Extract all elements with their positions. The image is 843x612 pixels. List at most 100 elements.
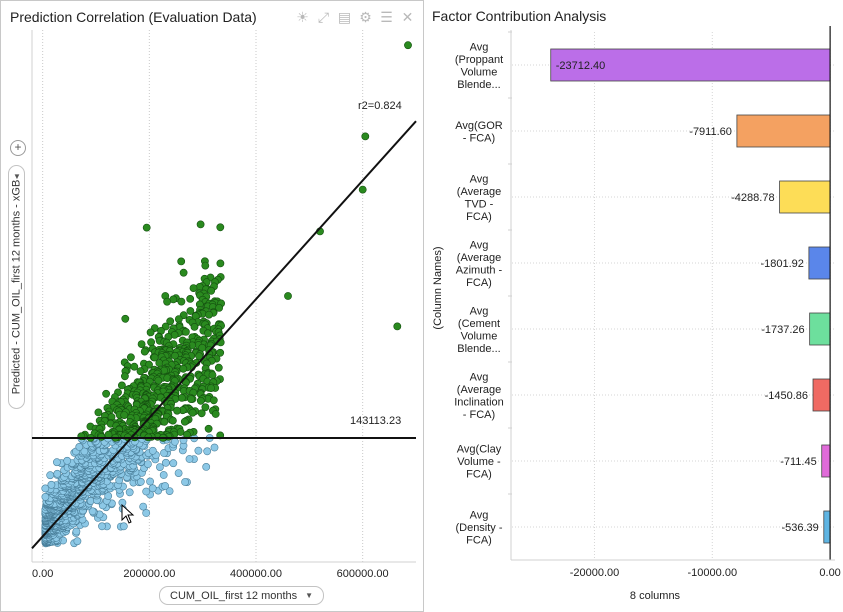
scatter-point xyxy=(189,284,198,292)
scatter-point xyxy=(118,381,126,390)
add-axis-button[interactable]: + xyxy=(10,140,26,156)
scatter-point xyxy=(174,469,183,477)
expand-icon[interactable]: ⤢ xyxy=(317,9,330,25)
category-label: Avg (Proppant Volume Blende... xyxy=(455,41,503,91)
scatter-point xyxy=(190,322,199,331)
panel-title: Prediction Correlation (Evaluation Data) xyxy=(10,9,257,25)
export-icon[interactable]: ▤ xyxy=(337,9,352,25)
scatter-point xyxy=(140,347,149,356)
bar-chart[interactable]: (Column Names) Avg (Proppant Volume Blende.… xyxy=(424,0,843,612)
regression-line xyxy=(31,120,417,549)
category-label: Avg (Density -FCA) xyxy=(455,510,502,547)
category-label: Avg(GOR - FCA) xyxy=(455,120,503,145)
scatter-point xyxy=(120,411,129,419)
scatter-point xyxy=(181,327,190,336)
threshold-label: 143113.23 xyxy=(350,415,401,427)
x-tick-label: -20000.00 xyxy=(570,567,620,579)
mouse-cursor-icon xyxy=(121,504,135,524)
scatter-point xyxy=(179,268,188,277)
y-axis-selector-label: Predicted - CUM_OIL_first 12 months - xG… xyxy=(10,179,23,395)
scatter-point xyxy=(119,522,128,531)
category-label: Avg (Average TVD -FCA) xyxy=(457,173,501,223)
x-tick-labels: -20000.00 -10000.00 0.00 xyxy=(570,567,841,579)
scatter-point xyxy=(216,348,225,357)
scatter-point xyxy=(284,292,292,300)
scatter-point xyxy=(148,484,157,493)
scatter-point xyxy=(53,458,61,467)
scatter-point xyxy=(201,403,210,412)
scatter-point xyxy=(121,314,130,323)
scatter-point xyxy=(170,437,179,446)
bar-value-label: -536.39 xyxy=(781,522,818,534)
scatter-point xyxy=(125,488,134,497)
x-tick-labels: 0.00 200000.00 400000.00 600000.00 xyxy=(32,568,389,580)
scatter-point xyxy=(216,223,225,232)
r2-label: r2=0.824 xyxy=(358,100,402,112)
gear-icon[interactable]: ⚙ xyxy=(359,9,372,25)
scatter-point xyxy=(73,537,82,546)
scatter-point xyxy=(358,185,367,194)
x-tick-label: 600000.00 xyxy=(337,568,389,580)
bar-value-label: -1801.92 xyxy=(760,258,803,270)
scatter-point xyxy=(94,408,103,417)
scatter-point xyxy=(186,307,195,315)
scatter-point xyxy=(168,416,177,425)
bar-value-label: -23712.40 xyxy=(556,60,606,72)
category-label: Avg (Cement Volume Blende... xyxy=(457,305,500,355)
scatter-point xyxy=(209,396,218,405)
panel-title: Factor Contribution Analysis xyxy=(432,8,607,24)
scatter-point xyxy=(186,294,195,303)
panel-toolbar: ☀ ⤢ ▤ ⚙ ☰ ✕ xyxy=(295,10,415,25)
scatter-point xyxy=(148,446,157,455)
scatter-point xyxy=(185,455,194,463)
scatter-point xyxy=(207,286,216,295)
x-tick-label: 200000.00 xyxy=(123,568,175,580)
list-icon[interactable]: ☰ xyxy=(380,9,393,25)
bar xyxy=(736,114,831,148)
scatter-point xyxy=(216,259,225,268)
scatter-chart[interactable]: r2=0.824 143113.23 0.00 200000.00 400000.0… xyxy=(0,0,424,612)
scatter-point xyxy=(46,471,55,480)
scatter-point xyxy=(160,449,168,457)
scatter-point xyxy=(207,384,215,392)
bar xyxy=(821,444,831,478)
y-axis-selector[interactable]: ▼ Predicted - CUM_OIL_first 12 months - … xyxy=(8,165,25,409)
scatter-point xyxy=(121,372,129,381)
scatter-point xyxy=(203,447,212,456)
bar xyxy=(779,180,831,214)
lightbulb-icon[interactable]: ☀ xyxy=(296,9,309,25)
category-label: Avg (Average Azimuth -FCA) xyxy=(456,239,503,288)
close-icon[interactable]: ✕ xyxy=(401,9,414,25)
scatter-point xyxy=(177,297,186,306)
scatter-point xyxy=(147,338,155,347)
bar-value-label: -4288.78 xyxy=(731,192,774,204)
scatter-point xyxy=(204,424,213,433)
scatter-point xyxy=(53,469,62,478)
scatter-point xyxy=(181,478,189,486)
x-tick-label: 400000.00 xyxy=(230,568,282,580)
scatter-point xyxy=(215,303,223,312)
scatter-point xyxy=(142,487,151,496)
scatter-point xyxy=(97,432,106,441)
y-axis-title: (Column Names) xyxy=(432,246,444,329)
scatter-point xyxy=(205,310,213,319)
bar xyxy=(808,246,831,280)
bar-value-label: -7911.60 xyxy=(689,126,732,138)
category-label: Avg (Average Inclination - FCA) xyxy=(454,371,504,421)
scatter-point xyxy=(202,462,211,471)
scatter-point xyxy=(173,406,181,415)
bar xyxy=(812,378,831,412)
bars: -23712.40 -7911.60 -4288.78 -1801.92 -1737.2… xyxy=(550,48,831,544)
scatter-point xyxy=(155,359,164,367)
x-tick-label: 0.00 xyxy=(819,567,840,579)
x-axis-selector-label: CUM_OIL_first 12 months xyxy=(170,589,298,602)
scatter-points xyxy=(41,41,412,548)
scatter-point xyxy=(139,502,148,511)
bar-value-label: -1450.86 xyxy=(765,390,808,402)
scatter-point xyxy=(194,446,203,455)
x-axis-selector[interactable]: CUM_OIL_first 12 months ▼ xyxy=(159,586,325,605)
scatter-point xyxy=(150,353,159,362)
scatter-point xyxy=(210,443,219,452)
category-label: Avg(Clay Volume -FCA) xyxy=(457,444,502,481)
scatter-point xyxy=(361,132,370,141)
